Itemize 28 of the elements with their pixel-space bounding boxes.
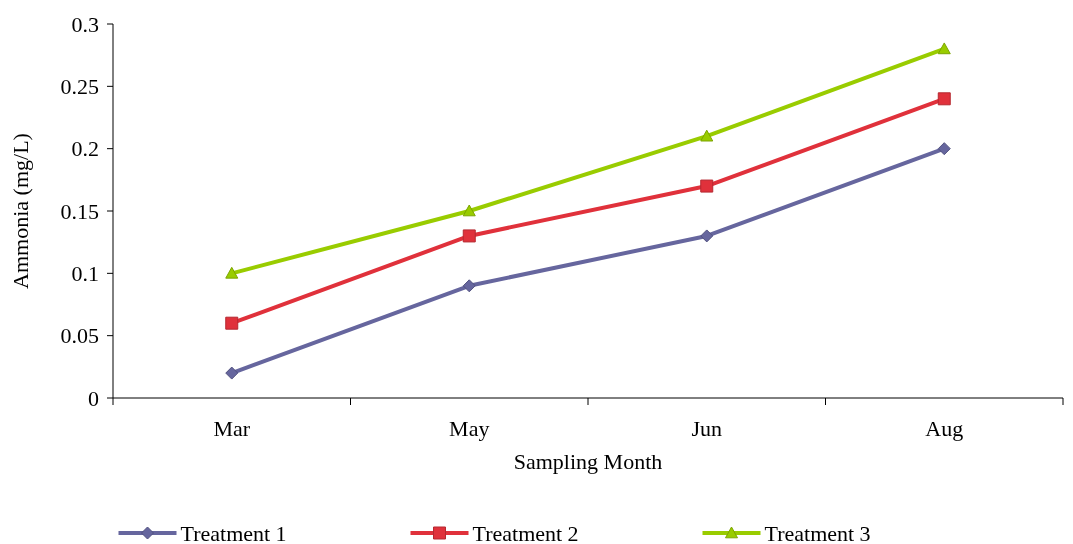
point	[462, 229, 476, 243]
point	[937, 142, 951, 156]
y-tick-label: 0.3	[71, 11, 99, 37]
x-tick-label: May	[449, 416, 490, 441]
point	[225, 366, 239, 380]
point	[700, 229, 714, 243]
point	[937, 92, 951, 106]
point	[225, 316, 239, 330]
point	[700, 179, 714, 193]
point	[700, 129, 714, 142]
legend-label: Treatment 1	[180, 520, 287, 544]
point	[462, 204, 476, 217]
legend-label: Treatment 2	[472, 520, 579, 544]
x-tick-label: Jun	[691, 416, 723, 441]
legend-label: Treatment 3	[764, 520, 871, 544]
y-tick-label: 0.05	[60, 323, 99, 349]
y-tick-label: 0.1	[71, 261, 99, 287]
point	[462, 279, 476, 293]
point	[225, 266, 239, 279]
x-tick-label: Mar	[213, 416, 251, 441]
point	[937, 42, 951, 55]
y-tick-label: 0.15	[60, 198, 99, 224]
y-tick-label: 0	[88, 385, 99, 411]
y-tick-label: 0.2	[71, 136, 99, 162]
y-tick-label: 0.25	[60, 74, 99, 100]
x-tick-label: Aug	[925, 416, 964, 441]
x-axis-title: Sampling Month	[513, 449, 663, 474]
y-axis-title: Ammonia (mg/L)	[8, 133, 33, 289]
